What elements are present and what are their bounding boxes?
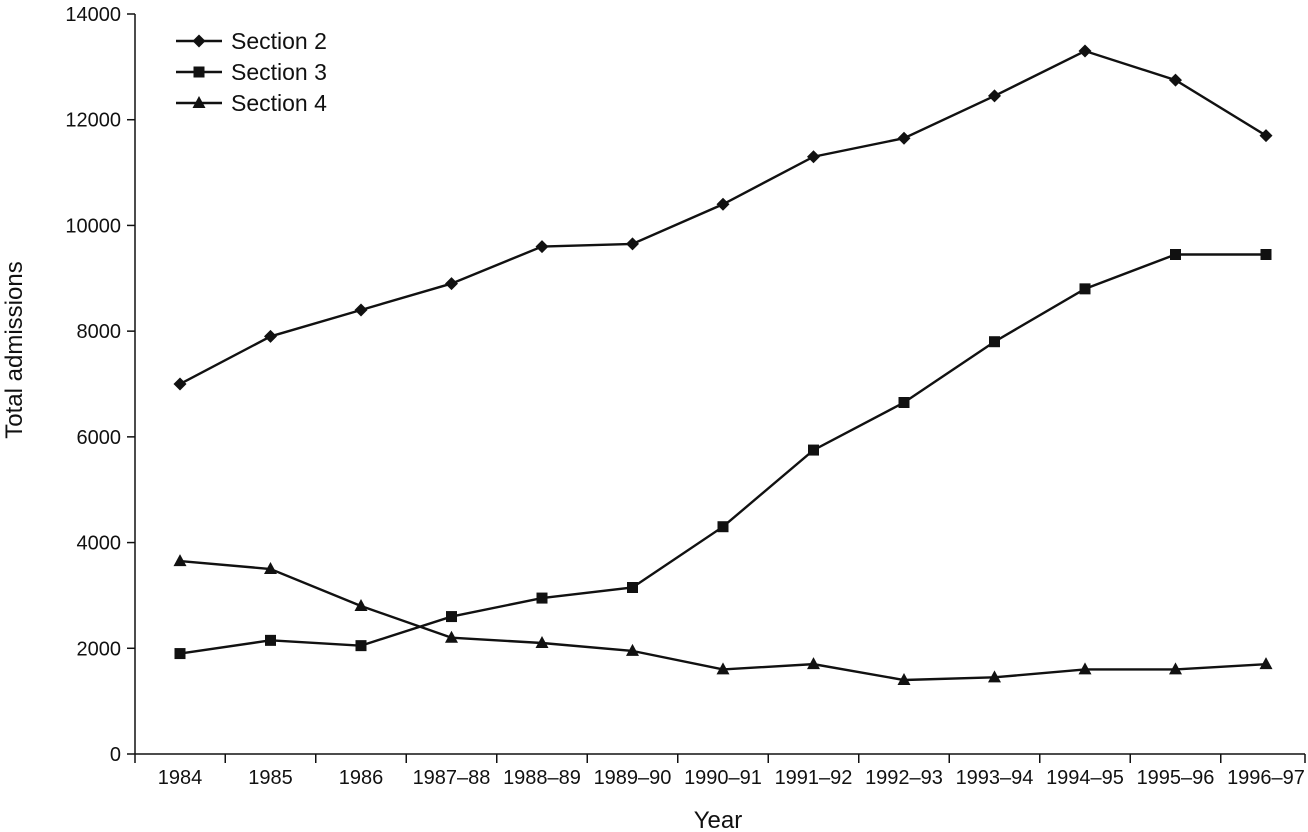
- data-point-diamond: [1078, 44, 1092, 58]
- legend-item: Section 2: [176, 28, 327, 54]
- y-axis-title: Total admissions: [1, 261, 28, 438]
- y-tick-label: 2000: [77, 638, 122, 660]
- data-point-triangle: [988, 670, 1001, 683]
- x-tick-label: 1984: [158, 767, 203, 789]
- legend-label: Section 2: [231, 28, 327, 54]
- data-point-square: [1079, 283, 1091, 295]
- y-tick-label: 0: [110, 744, 121, 766]
- series-1: [173, 44, 1273, 391]
- legend: Section 2 Section 3 Section 4: [176, 28, 327, 116]
- x-axis-title: Year: [694, 807, 743, 832]
- x-tick-label: 1986: [339, 767, 384, 789]
- y-tick-label: 4000: [77, 533, 122, 555]
- data-point-square: [989, 336, 1000, 348]
- data-point-triangle: [354, 599, 368, 611]
- data-point-square: [717, 521, 729, 533]
- series-3: [173, 554, 1273, 685]
- data-point-triangle: [264, 562, 277, 574]
- legend-marker-triangle: [192, 96, 206, 108]
- x-tick-label: 1991–92: [775, 767, 853, 789]
- data-point-diamond: [897, 131, 911, 145]
- data-point-square: [898, 397, 910, 408]
- x-tick-label: 1989–90: [594, 767, 672, 789]
- y-tick-label: 14000: [65, 4, 121, 26]
- data-point-diamond: [1169, 73, 1182, 87]
- data-point-diamond: [354, 303, 368, 317]
- legend-label: Section 3: [231, 59, 327, 85]
- data-point-square: [536, 592, 548, 604]
- data-point-triangle: [1259, 657, 1273, 670]
- data-point-triangle: [173, 554, 187, 567]
- data-point-triangle: [445, 630, 458, 643]
- x-tick-label: 1985: [248, 767, 293, 789]
- data-point-square: [627, 582, 638, 593]
- series-line: [179, 49, 1267, 386]
- data-point-triangle: [807, 657, 820, 670]
- data-point-triangle: [626, 643, 639, 656]
- data-point-square: [1170, 249, 1181, 260]
- y-tick-label: 12000: [65, 110, 121, 132]
- legend-label: Section 4: [231, 90, 327, 116]
- legend-item: Section 4: [176, 90, 327, 116]
- data-point-square: [265, 634, 276, 646]
- y-tick-label: 10000: [65, 215, 121, 237]
- series-layer: [173, 44, 1273, 685]
- x-tick-label: 1987–88: [413, 767, 491, 789]
- series-2: [174, 249, 1272, 660]
- data-point-triangle: [716, 662, 730, 675]
- data-point-diamond: [445, 277, 458, 291]
- x-tick-label: 1993–94: [956, 767, 1034, 789]
- x-ticks: 1984 1985 1986 1987–88 1988–89 1989–90 1990–91…: [134, 754, 1306, 789]
- y-tick-label: 6000: [77, 427, 122, 449]
- data-point-square: [446, 611, 457, 623]
- x-tick-label: 1994–95: [1046, 767, 1124, 789]
- data-point-diamond: [716, 197, 730, 211]
- data-point-triangle: [1169, 662, 1182, 675]
- legend-item: Section 3: [176, 59, 327, 85]
- data-point-diamond: [807, 150, 820, 164]
- data-point-triangle: [535, 636, 549, 648]
- data-point-diamond: [626, 237, 639, 251]
- y-tick-label: 8000: [77, 321, 122, 343]
- data-point-square: [1260, 249, 1272, 260]
- data-point-square: [808, 444, 819, 456]
- axes: [134, 14, 1305, 755]
- data-point-triangle: [897, 673, 911, 685]
- legend-marker-square: [193, 66, 205, 78]
- data-point-square: [174, 648, 186, 660]
- x-tick-label: 1988–89: [503, 767, 581, 789]
- data-point-diamond: [173, 377, 187, 391]
- series-line: [179, 559, 1267, 682]
- x-tick-label: 1995–96: [1137, 767, 1215, 789]
- x-tick-label: 1990–91: [684, 767, 762, 789]
- y-ticks: 0 2000 4000 6000 8000 10000 12000 14000: [65, 4, 135, 766]
- data-point-diamond: [988, 89, 1001, 103]
- data-point-square: [355, 640, 367, 652]
- x-tick-label: 1992–93: [865, 767, 943, 789]
- data-point-diamond: [535, 240, 549, 254]
- data-point-diamond: [264, 329, 277, 343]
- data-point-diamond: [1259, 129, 1273, 143]
- data-point-triangle: [1078, 662, 1092, 675]
- legend-marker-diamond: [192, 34, 206, 48]
- x-tick-label: 1996–97: [1227, 767, 1305, 789]
